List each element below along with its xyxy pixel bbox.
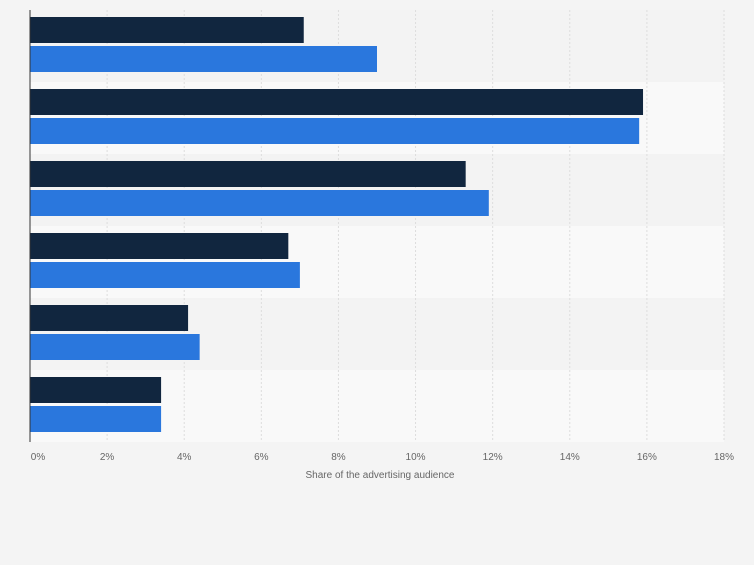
bar-series-2[interactable] <box>30 190 489 216</box>
x-tick-label: 8% <box>331 452 346 463</box>
bar-series-1[interactable] <box>30 377 162 403</box>
x-tick-label: 16% <box>637 452 657 463</box>
bar-series-1[interactable] <box>30 89 644 115</box>
x-tick-label: 10% <box>406 452 426 463</box>
x-tick-label: 4% <box>177 452 192 463</box>
bar-series-1[interactable] <box>30 161 466 187</box>
x-tick-label: 18% <box>714 452 734 463</box>
x-tick-label: 6% <box>254 452 269 463</box>
x-tick-label: 0% <box>31 452 46 463</box>
bar-series-2[interactable] <box>30 406 162 432</box>
bar-series-2[interactable] <box>30 118 640 144</box>
bar-series-2[interactable] <box>30 46 377 72</box>
x-tick-label: 14% <box>560 452 580 463</box>
bar-series-1[interactable] <box>30 233 289 259</box>
x-axis-title: Share of the advertising audience <box>306 470 455 481</box>
bar-series-2[interactable] <box>30 334 200 360</box>
x-tick-label: 12% <box>483 452 503 463</box>
bar-series-1[interactable] <box>30 305 189 331</box>
bar-series-1[interactable] <box>30 17 304 43</box>
bar-series-2[interactable] <box>30 262 300 288</box>
x-tick-label: 2% <box>100 452 115 463</box>
